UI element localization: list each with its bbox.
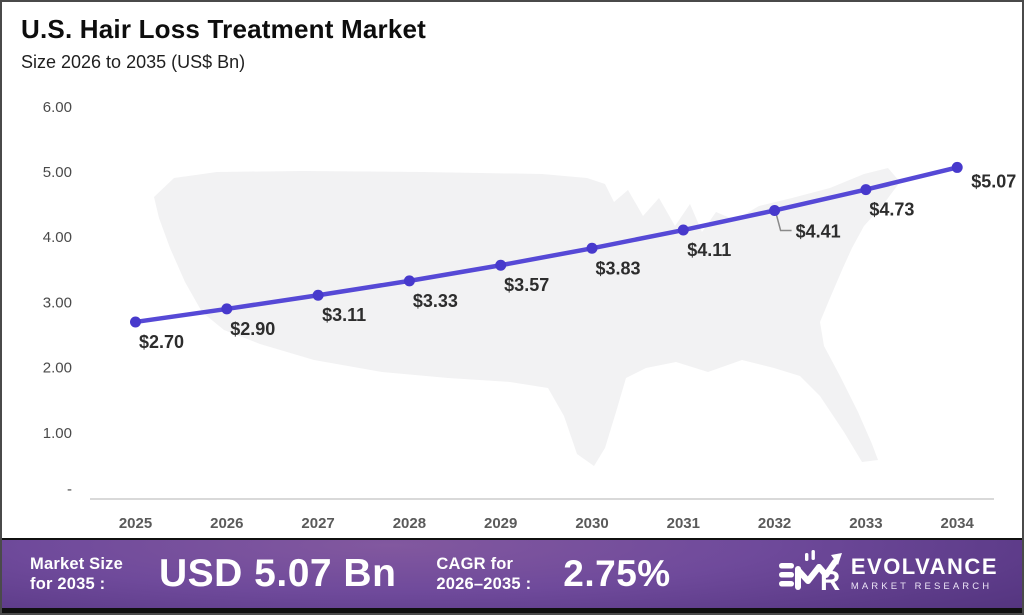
svg-text:R: R	[820, 565, 840, 596]
x-axis-tick: 2034	[941, 515, 975, 532]
data-point	[677, 224, 689, 236]
y-axis-tick: -	[67, 481, 72, 498]
data-point	[403, 275, 415, 287]
footer-bar: Market Size for 2035 : USD 5.07 Bn CAGR …	[2, 540, 1022, 608]
brand-tagline: MARKET RESEARCH	[850, 581, 993, 593]
line-chart: 6.00 5.00 4.00 3.00 2.00 1.00 - 2025 2026 2027 202…	[43, 99, 1016, 532]
brand-text: EVOLVANCE MARKET RESEARCH	[851, 556, 998, 592]
brand-logo: R EVOLVANCE MARKET RESEARCH	[778, 549, 998, 599]
y-axis-tick: 4.00	[43, 229, 72, 246]
x-axis-tick: 2030	[575, 515, 608, 532]
x-axis-tick: 2025	[119, 515, 152, 532]
us-map-silhouette	[154, 168, 900, 466]
data-point-label: $3.11	[322, 305, 366, 325]
y-axis-tick: 5.00	[43, 164, 72, 181]
data-point	[495, 259, 507, 271]
chart-header: U.S. Hair Loss Treatment Market Size 202…	[21, 14, 426, 73]
data-point-label: $3.57	[504, 275, 549, 295]
data-point	[586, 242, 598, 254]
cagr-label-line1: CAGR for	[436, 554, 514, 573]
x-axis-tick: 2032	[758, 515, 791, 532]
data-point	[221, 303, 233, 315]
data-point-label: $4.41	[796, 221, 841, 241]
data-point-label: $4.73	[869, 200, 914, 220]
market-size-label-line2: for 2035 :	[30, 575, 106, 593]
page-title: U.S. Hair Loss Treatment Market	[21, 14, 426, 44]
cagr-value: 2.75%	[563, 553, 671, 594]
data-point-label: $2.90	[230, 319, 275, 339]
data-point	[860, 184, 872, 196]
data-point	[130, 316, 141, 328]
cagr-label-line2: 2026–2035 :	[436, 575, 532, 593]
data-point	[312, 289, 324, 301]
data-point-label: $5.07	[971, 171, 1016, 191]
series-line	[133, 165, 960, 325]
brand-name: EVOLVANCE	[850, 554, 998, 580]
market-size-label: Market Size for 2035 :	[30, 554, 123, 594]
x-axis-tick: 2031	[667, 515, 700, 532]
data-point-label: $2.70	[139, 332, 184, 352]
x-axis-tick: 2028	[393, 515, 426, 532]
y-axis-tick: 2.00	[43, 360, 72, 377]
market-size-label-line1: Market Size	[30, 554, 123, 573]
market-size-value: USD 5.07 Bn	[159, 552, 397, 595]
emr-monogram-icon: R	[778, 550, 842, 596]
data-point-label: $3.83	[595, 258, 640, 278]
y-axis-tick: 3.00	[43, 294, 72, 311]
x-axis-tick: 2027	[301, 515, 334, 532]
cagr-label: CAGR for 2026–2035 :	[436, 554, 531, 594]
x-axis-tick: 2029	[484, 515, 517, 532]
data-point-label: $3.33	[413, 291, 458, 311]
callout-leader-line	[775, 215, 792, 232]
y-axis-tick: 6.00	[43, 99, 72, 116]
data-point-label: $4.11	[687, 240, 731, 260]
page-subtitle: Size 2026 to 2035 (US$ Bn)	[21, 52, 246, 72]
data-point	[769, 204, 781, 216]
x-axis-tick: 2033	[849, 515, 882, 532]
x-axis-tick: 2026	[210, 515, 243, 532]
footer-banner: Market Size for 2035 : USD 5.07 Bn CAGR …	[2, 538, 1022, 613]
data-point	[951, 161, 963, 173]
y-axis-tick: 1.00	[43, 425, 72, 442]
